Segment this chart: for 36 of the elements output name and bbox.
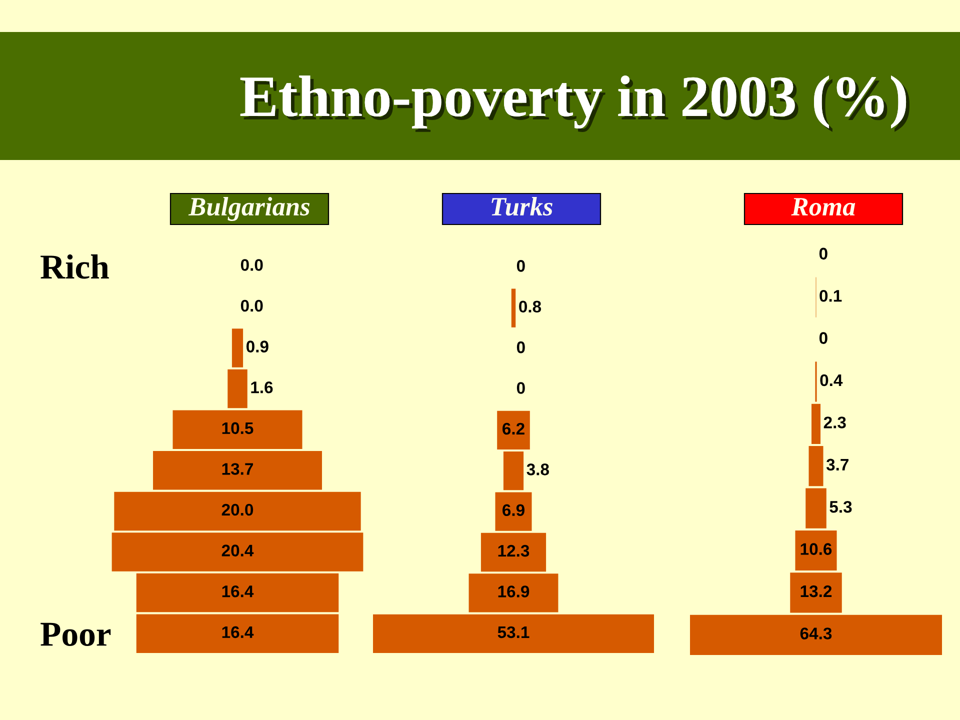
data-label: 0 — [516, 382, 525, 394]
category-label: Poor — [40, 622, 111, 646]
data-label: 0.1 — [820, 290, 842, 302]
data-label: 20.0 — [222, 504, 254, 516]
data-label: 0 — [516, 341, 525, 354]
data-label: 12.3 — [498, 544, 530, 557]
text: Bulgarians — [188, 197, 310, 221]
data-label: 13.2 — [800, 585, 832, 598]
data-label: 6.2 — [502, 422, 524, 435]
data-label: 0.9 — [246, 340, 268, 352]
data-label: 5.3 — [830, 500, 852, 513]
data-label: 53.1 — [498, 626, 530, 638]
data-label: 16.9 — [498, 586, 530, 598]
data-label: 0.8 — [519, 300, 542, 313]
text: Ethno-poverty in 2003 (%) — [240, 75, 910, 132]
data-label: 0.0 — [240, 259, 263, 271]
text: Turks — [492, 197, 552, 216]
data-label: 0 — [819, 332, 828, 344]
data-label: 16.4 — [222, 626, 254, 638]
data-label: 0.4 — [820, 374, 843, 386]
data-label: 6.9 — [502, 504, 524, 516]
data-label: 3.8 — [526, 464, 549, 476]
data-label: 3.7 — [826, 458, 848, 471]
data-label: 64.3 — [800, 628, 832, 640]
data-label: 10.6 — [800, 543, 832, 555]
data-label: 0 — [819, 248, 828, 260]
data-label: 0 — [516, 260, 525, 272]
data-label: 16.4 — [222, 585, 254, 598]
data-label: 0.0 — [240, 300, 263, 312]
data-label: 2.3 — [824, 416, 846, 428]
data-label: 10.5 — [222, 422, 254, 434]
data-label: 20.4 — [222, 544, 254, 556]
category-label: Rich — [40, 254, 109, 279]
text: Roma — [791, 198, 856, 216]
data-label: 13.7 — [222, 463, 253, 475]
data-label: 1.6 — [251, 381, 273, 394]
